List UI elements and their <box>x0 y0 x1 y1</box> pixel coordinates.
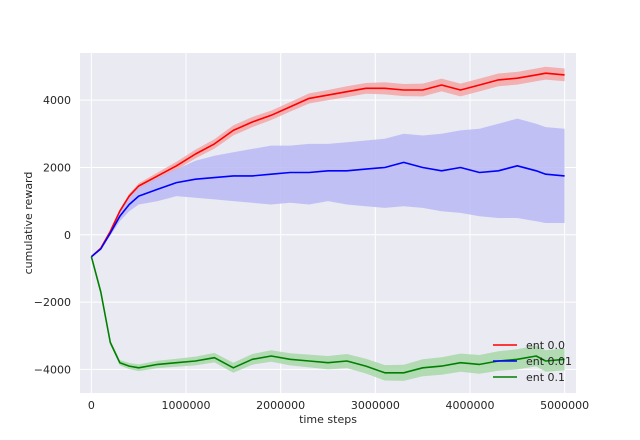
series-line-2 <box>90 161 565 258</box>
series-band-1 <box>91 66 565 257</box>
x-tick-label: 5000000 <box>540 399 589 412</box>
y-tick-label: 2000 <box>43 161 71 174</box>
y-tick-label: 0 <box>64 229 71 242</box>
legend: ent 0.0 ent 0.01 ent 0.1 <box>493 339 572 384</box>
x-axis-ticks: 0 1000000 2000000 3000000 4000000 5000000 <box>88 399 589 412</box>
series-line-3 <box>90 256 565 374</box>
x-axis-label: time steps <box>299 413 357 426</box>
legend-label: ent 0.1 <box>526 371 565 384</box>
x-tick-label: 2000000 <box>256 399 305 412</box>
x-tick-label: 1000000 <box>162 399 211 412</box>
y-tick-label: 4000 <box>43 94 71 107</box>
legend-label: ent 0.0 <box>526 339 565 352</box>
plot-area <box>80 53 576 393</box>
x-tick-label: 0 <box>88 399 95 412</box>
x-tick-label: 3000000 <box>351 399 400 412</box>
y-axis-label: cumulative reward <box>22 172 35 275</box>
y-axis-ticks: −4000 −2000 0 2000 4000 <box>34 94 71 376</box>
series-band-2 <box>91 118 565 257</box>
x-tick-label: 4000000 <box>445 399 494 412</box>
y-tick-label: −2000 <box>34 296 71 309</box>
y-tick-label: −4000 <box>34 363 71 376</box>
legend-label: ent 0.01 <box>526 355 572 368</box>
series-lines <box>90 72 565 374</box>
series-line-1 <box>90 72 565 258</box>
